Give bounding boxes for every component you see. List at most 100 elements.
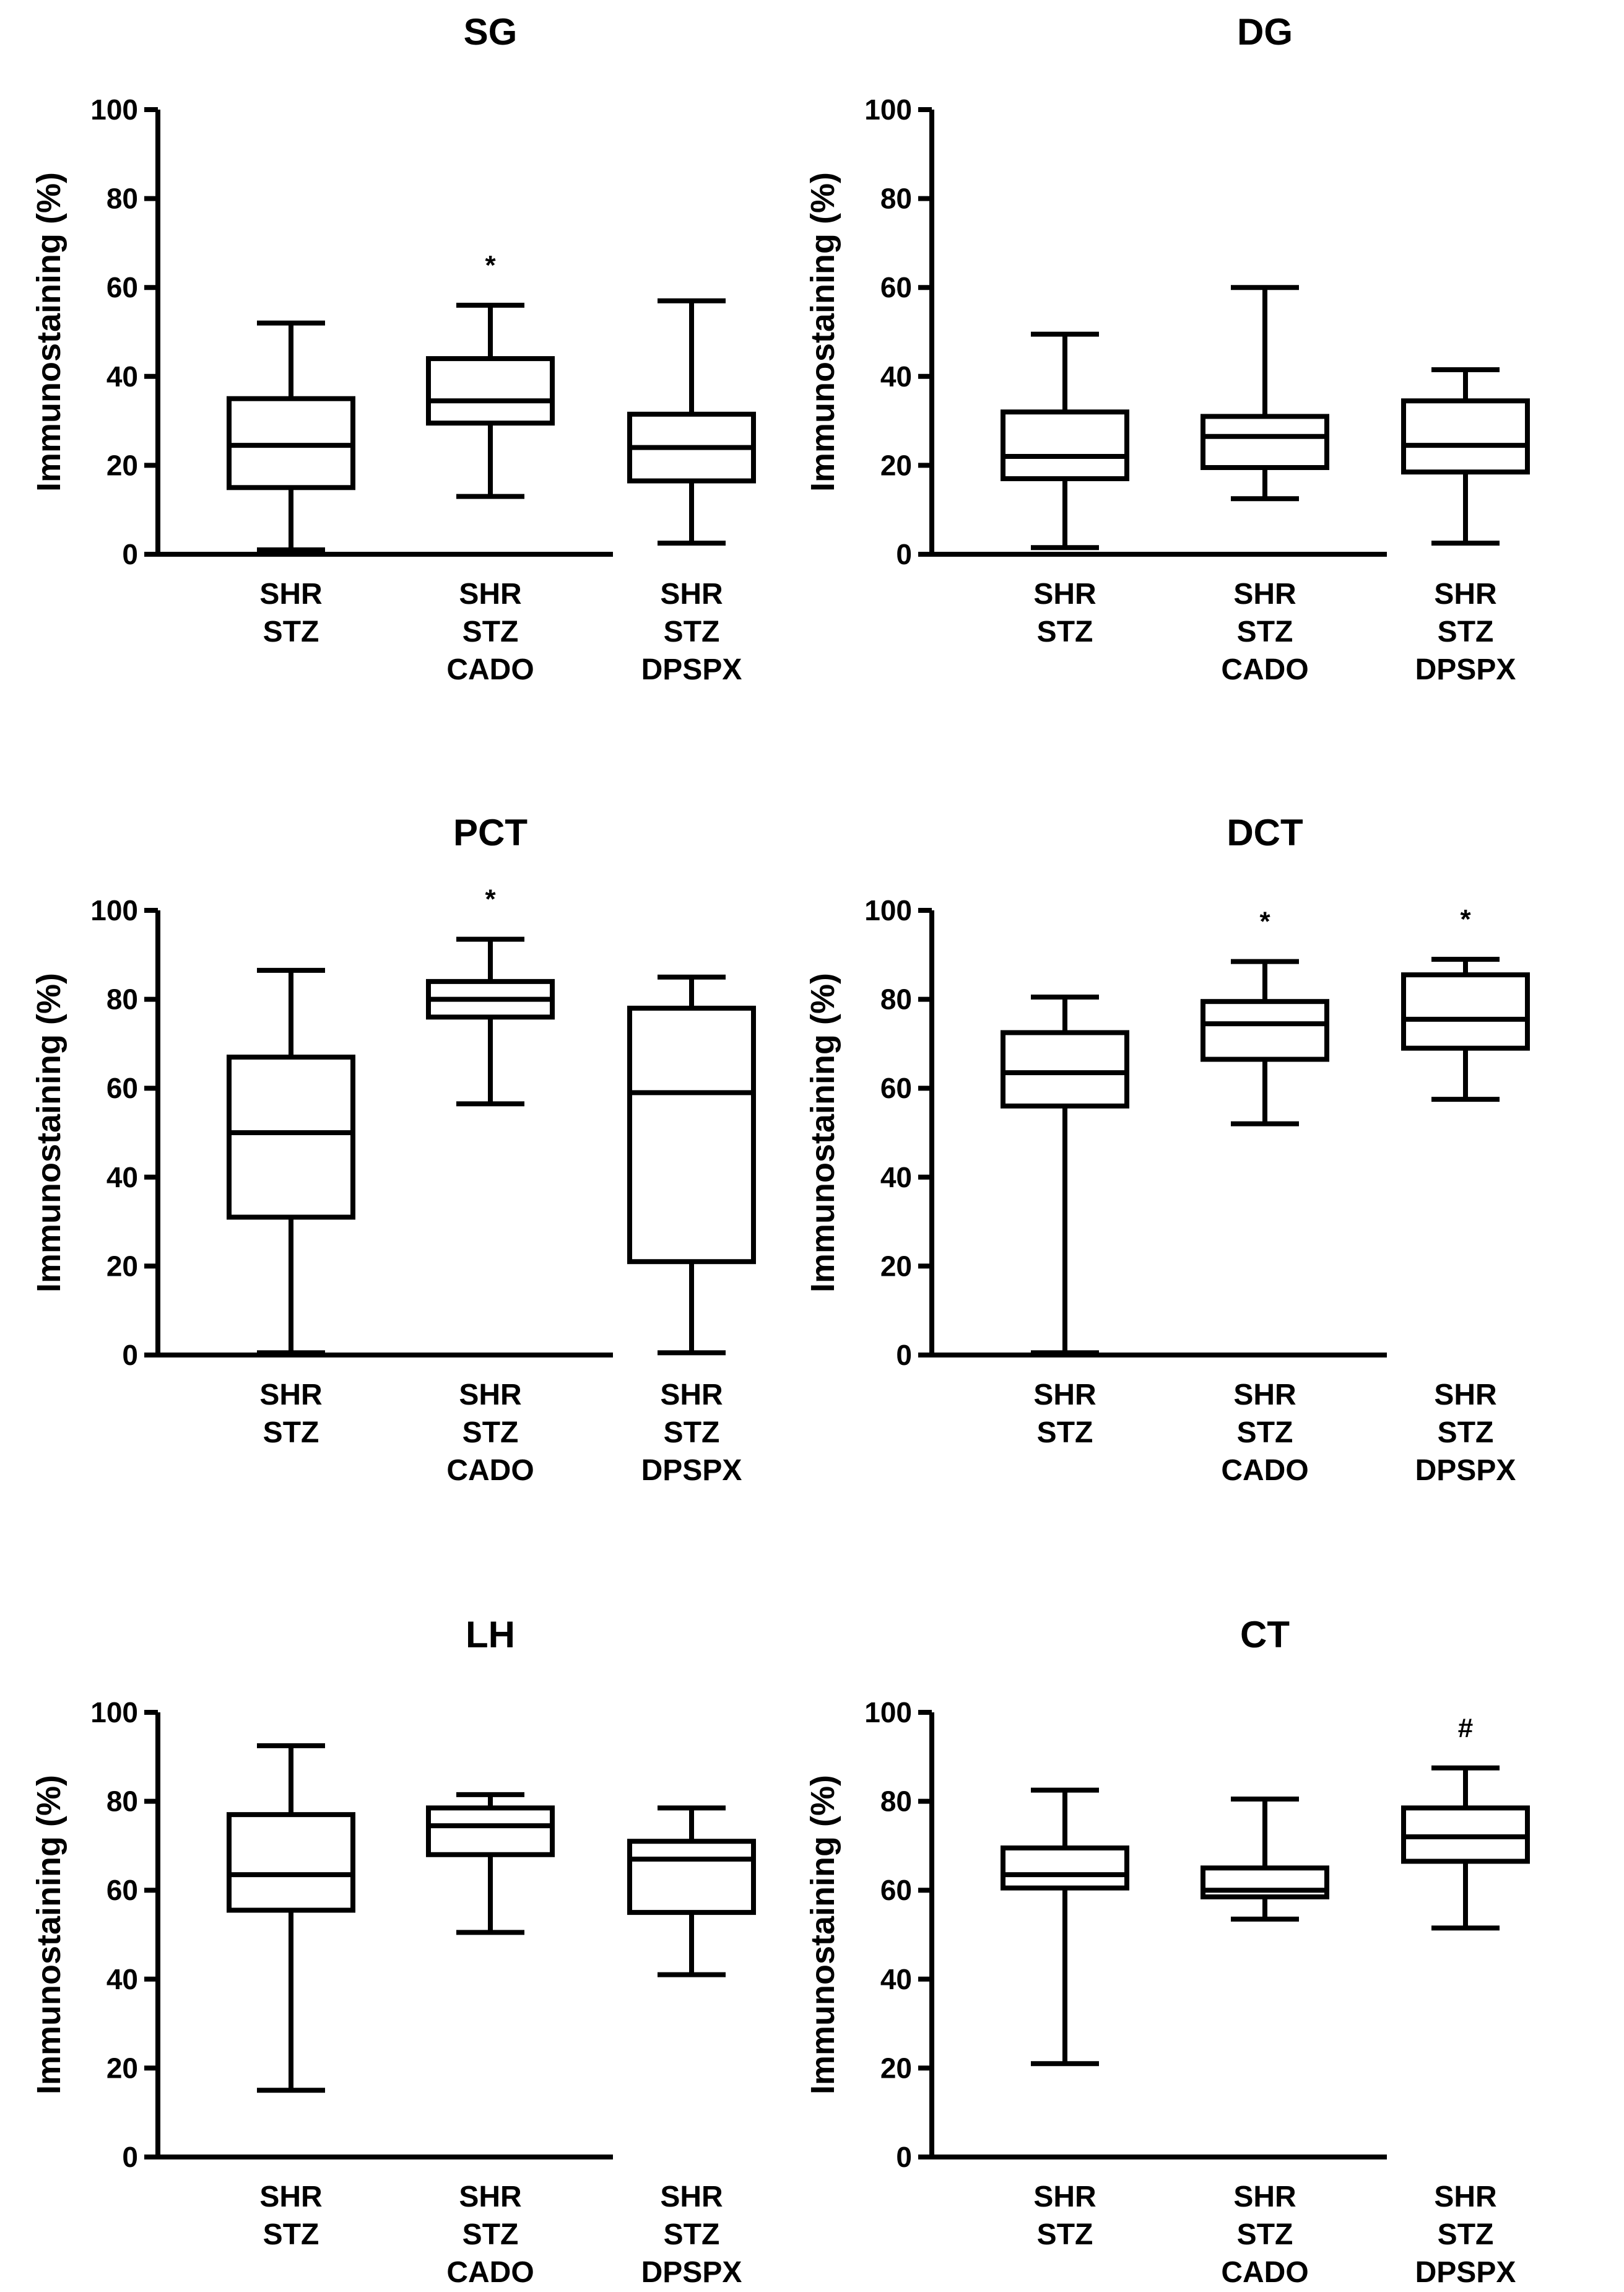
category-label-line: STZ — [1237, 1416, 1293, 1449]
category-label-line: STZ — [664, 2218, 720, 2251]
panel-lh-box-2 — [426, 1792, 555, 1935]
significance-marker: * — [1460, 904, 1471, 935]
category-label-line: SHR — [660, 2181, 723, 2213]
panel-lh-y-tick-label: 60 — [106, 1874, 138, 1906]
panel-dct-box-2: * — [1201, 907, 1329, 1126]
significance-marker: * — [485, 250, 496, 281]
panel-lh-y-tick-label: 20 — [106, 2052, 138, 2084]
panel-dct-category-label: SHR STZ — [1033, 1379, 1096, 1449]
panel-sg-y-tick-label: 40 — [106, 360, 138, 393]
panel-sg-category-label: SHR STZ CADO — [446, 578, 534, 686]
panel-sg-category-label: SHR STZ DPSPX — [641, 578, 742, 686]
panel-dg-box-3 — [1401, 367, 1530, 546]
panel-ct-category-label: SHR STZ — [1033, 2181, 1096, 2251]
category-label-line: DPSPX — [641, 2256, 742, 2289]
panel-lh-box-1 — [227, 1743, 355, 2093]
category-label-line: STZ — [263, 2218, 319, 2251]
category-label-line: DPSPX — [1415, 1454, 1516, 1487]
box-iqr — [1201, 1865, 1329, 1899]
panel-dct-y-tick-label: 100 — [864, 894, 912, 926]
panel-dg-y-axis-label: Immunostaining (%) — [804, 172, 841, 492]
category-label-line: DPSPX — [1415, 2256, 1516, 2289]
box-iqr — [426, 356, 555, 426]
category-label-line: SHR — [1434, 2181, 1496, 2213]
panel-lh-y-tick-label: 40 — [106, 1963, 138, 1995]
panel-pct-category-label: SHR STZ CADO — [446, 1379, 534, 1487]
panel-dct-y-tick-label: 0 — [896, 1339, 912, 1371]
category-label-line: STZ — [462, 1416, 519, 1449]
panel-lh-box-3 — [627, 1805, 756, 1977]
category-label-line: SHR — [459, 578, 521, 611]
box-iqr — [227, 1812, 355, 1913]
panel-sg-category-label: SHR STZ — [259, 578, 322, 648]
panel-lh-category-label: SHR STZ DPSPX — [641, 2181, 742, 2289]
panel-ct-category-label: SHR STZ DPSPX — [1415, 2181, 1516, 2289]
panel-dct-y-tick-label: 20 — [880, 1250, 912, 1282]
category-label-line: CADO — [446, 2256, 534, 2289]
panel-ct-y-tick-label: 60 — [880, 1874, 912, 1906]
box-iqr — [1001, 409, 1129, 481]
category-label-line: DPSPX — [1415, 653, 1516, 686]
panel-dg-y-tick-label: 80 — [880, 183, 912, 215]
panel-pct-box-3 — [627, 974, 756, 1356]
panel-pct: PCT 0 20 40 60 80 100 Immunostaining (%) SHR STZ *… — [30, 812, 756, 1487]
category-label-line: SHR — [1233, 2181, 1296, 2213]
category-label-line: SHR — [660, 1379, 723, 1411]
panel-sg-y-tick-label: 20 — [106, 449, 138, 481]
category-label-line: CADO — [1221, 653, 1308, 686]
panel-ct-y-tick-label: 20 — [880, 2052, 912, 2084]
panel-dg-y-tick-label: 100 — [864, 94, 912, 126]
category-label-line: CADO — [1221, 1454, 1308, 1487]
panel-sg-y-axis-label: Immunostaining (%) — [30, 172, 67, 492]
panel-sg-y-tick-label: 80 — [106, 183, 138, 215]
panel-dct: DCT 0 20 40 60 80 100 Immunostaining (%) SHR STZ *… — [804, 812, 1530, 1487]
panel-dg-box-1 — [1001, 331, 1129, 551]
box-iqr — [1001, 1030, 1129, 1109]
panel-ct-y-tick-label: 100 — [864, 1696, 912, 1728]
panel-pct-category-label: SHR STZ — [259, 1379, 322, 1449]
box-iqr — [627, 1005, 756, 1265]
category-label-line: STZ — [1037, 616, 1093, 648]
category-label-line: SHR — [1233, 578, 1296, 611]
category-label-line: STZ — [1037, 2218, 1093, 2251]
category-label-line: SHR — [259, 1379, 322, 1411]
category-label-line: STZ — [1438, 616, 1494, 648]
panel-lh-y-axis-label: Immunostaining (%) — [30, 1775, 67, 2094]
category-label-line: STZ — [1438, 1416, 1494, 1449]
panel-lh-y-tick-label: 0 — [122, 2141, 138, 2173]
category-label-line: STZ — [462, 2218, 519, 2251]
category-label-line: SHR — [1033, 578, 1096, 611]
panel-sg-y-tick-label: 0 — [122, 538, 138, 570]
category-label-line: STZ — [263, 616, 319, 648]
category-label-line: CADO — [446, 653, 534, 686]
box-iqr — [1401, 398, 1530, 475]
panel-pct-y-tick-label: 80 — [106, 983, 138, 1016]
panel-sg-y-tick-label: 60 — [106, 271, 138, 303]
panel-pct-category-label: SHR STZ DPSPX — [641, 1379, 742, 1487]
category-label-line: STZ — [263, 1416, 319, 1449]
panel-dct-category-label: SHR STZ DPSPX — [1415, 1379, 1516, 1487]
significance-marker: * — [1259, 907, 1270, 937]
panel-sg-box-3 — [627, 298, 756, 546]
panel-dg-y-tick-label: 40 — [880, 360, 912, 393]
category-label-line: DPSPX — [641, 1454, 742, 1487]
panel-ct-y-tick-label: 40 — [880, 1963, 912, 1995]
significance-marker: * — [485, 884, 496, 915]
category-label-line: STZ — [664, 616, 720, 648]
panel-dct-y-axis-label: Immunostaining (%) — [804, 973, 841, 1292]
panel-dct-box-1 — [1001, 995, 1129, 1356]
panel-lh-y-tick-label: 80 — [106, 1785, 138, 1818]
box-iqr — [627, 1839, 756, 1915]
panel-dg-category-label: SHR STZ DPSPX — [1415, 578, 1516, 686]
panel-pct-title: PCT — [453, 812, 528, 853]
panel-pct-box-1 — [227, 967, 355, 1356]
box-iqr — [1201, 999, 1329, 1062]
panel-lh-y-tick-label: 100 — [90, 1696, 138, 1728]
panel-pct-y-tick-label: 100 — [90, 894, 138, 926]
panel-ct-y-tick-label: 80 — [880, 1785, 912, 1818]
category-label-line: SHR — [1033, 2181, 1096, 2213]
category-label-line: CADO — [1221, 2256, 1308, 2289]
panel-ct-category-label: SHR STZ CADO — [1221, 2181, 1308, 2289]
